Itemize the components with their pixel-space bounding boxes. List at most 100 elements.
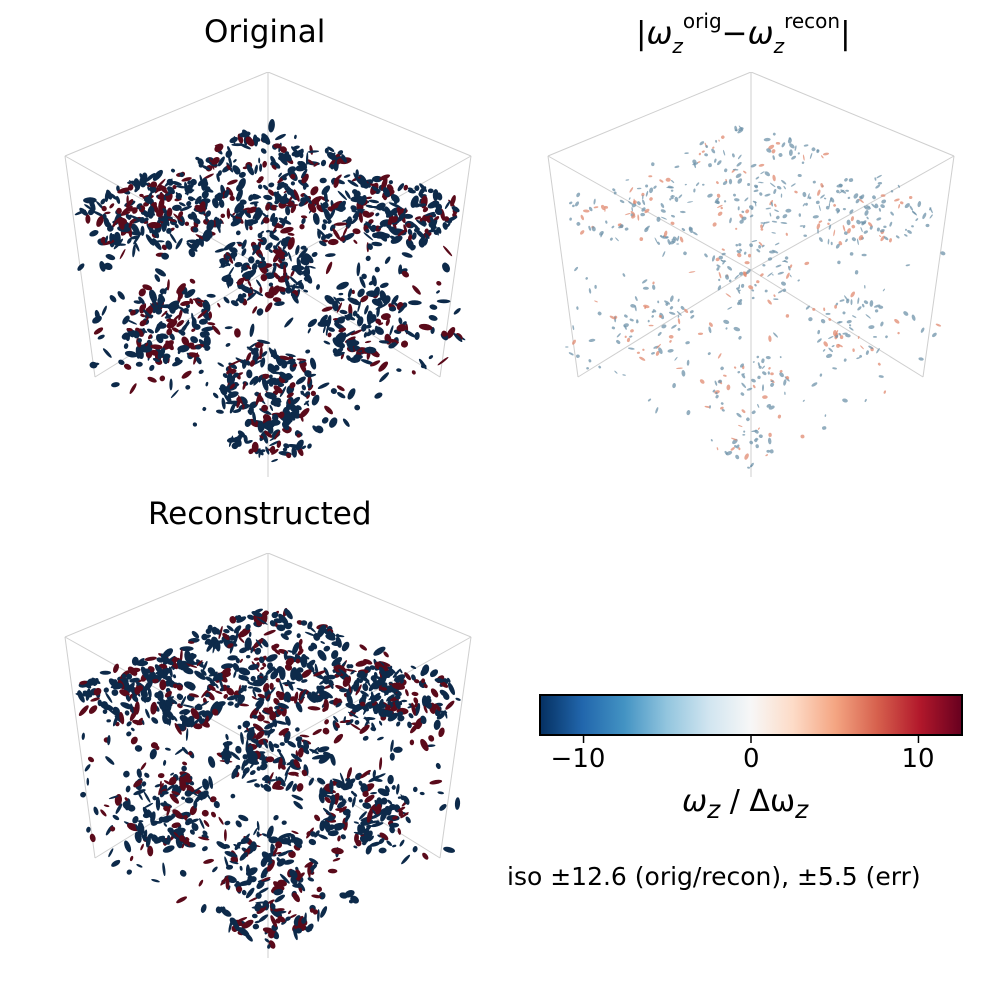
positive-isosurface-blob <box>438 727 445 738</box>
negative-isosurface-blob <box>111 679 118 690</box>
negative-isosurface-blob <box>77 263 85 271</box>
negative-isosurface-blob <box>677 315 680 318</box>
negative-isosurface-blob <box>845 189 849 192</box>
positive-isosurface-blob <box>322 727 330 735</box>
negative-isosurface-blob <box>127 687 135 692</box>
positive-isosurface-blob <box>747 253 752 258</box>
negative-isosurface-blob <box>686 359 690 366</box>
negative-isosurface-blob <box>164 747 171 751</box>
negative-isosurface-blob <box>233 670 237 678</box>
negative-isosurface-blob <box>124 840 132 853</box>
positive-isosurface-blob <box>299 734 310 738</box>
negative-isosurface-blob <box>338 332 347 344</box>
positive-isosurface-blob <box>852 348 855 352</box>
negative-isosurface-blob <box>789 143 795 149</box>
negative-isosurface-blob <box>282 242 288 251</box>
negative-isosurface-blob <box>659 234 663 238</box>
negative-isosurface-blob <box>756 248 761 253</box>
negative-isosurface-blob <box>225 733 229 741</box>
positive-isosurface-blob <box>229 195 235 201</box>
negative-isosurface-blob <box>907 229 912 234</box>
negative-isosurface-blob <box>342 418 350 427</box>
negative-isosurface-blob <box>256 831 260 838</box>
negative-isosurface-blob <box>181 796 186 800</box>
negative-isosurface-blob <box>274 894 286 903</box>
negative-isosurface-blob <box>235 357 247 366</box>
negative-isosurface-blob <box>903 311 909 316</box>
negative-isosurface-blob <box>275 776 279 783</box>
negative-isosurface-blob <box>614 370 618 374</box>
positive-isosurface-blob <box>817 189 821 196</box>
negative-isosurface-blob <box>367 318 377 324</box>
positive-isosurface-blob <box>775 141 781 145</box>
positive-isosurface-blob <box>171 327 180 333</box>
negative-isosurface-blob <box>735 243 739 247</box>
positive-isosurface-blob <box>140 843 144 851</box>
negative-isosurface-blob <box>372 769 376 778</box>
negative-isosurface-blob <box>304 750 310 755</box>
negative-isosurface-blob <box>689 310 694 314</box>
negative-isosurface-blob <box>320 641 325 644</box>
negative-isosurface-blob <box>206 293 216 298</box>
positive-isosurface-blob <box>768 367 771 370</box>
negative-isosurface-blob <box>200 904 207 913</box>
negative-isosurface-blob <box>285 353 296 358</box>
negative-isosurface-blob <box>286 679 294 691</box>
positive-isosurface-blob <box>198 836 210 841</box>
negative-isosurface-blob <box>692 162 699 166</box>
positive-isosurface-blob <box>877 362 881 366</box>
negative-isosurface-blob <box>391 785 396 789</box>
negative-isosurface-blob <box>362 837 369 844</box>
positive-isosurface-blob <box>126 327 133 332</box>
negative-isosurface-blob <box>783 379 787 386</box>
positive-isosurface-blob <box>310 390 317 397</box>
negative-isosurface-blob <box>412 786 418 793</box>
positive-isosurface-blob <box>380 687 387 691</box>
positive-isosurface-blob <box>262 683 270 692</box>
negative-isosurface-blob <box>378 847 387 854</box>
negative-isosurface-blob <box>172 674 177 679</box>
negative-isosurface-blob <box>285 916 291 921</box>
negative-isosurface-blob <box>362 683 369 692</box>
negative-isosurface-blob <box>783 185 786 190</box>
negative-isosurface-blob <box>131 694 139 703</box>
negative-isosurface-blob <box>84 764 91 772</box>
positive-isosurface-blob <box>185 663 198 668</box>
negative-isosurface-blob <box>876 217 882 221</box>
negative-isosurface-blob <box>283 443 290 449</box>
positive-isosurface-blob <box>342 675 352 687</box>
negative-isosurface-blob <box>622 273 626 277</box>
negative-isosurface-blob <box>842 332 848 335</box>
colorbar <box>538 693 968 757</box>
positive-isosurface-blob <box>723 374 727 377</box>
positive-isosurface-blob <box>218 816 224 825</box>
negative-isosurface-blob <box>585 277 588 280</box>
negative-isosurface-blob <box>152 795 158 801</box>
negative-isosurface-blob <box>260 148 267 154</box>
negative-isosurface-blob <box>307 621 313 630</box>
negative-isosurface-blob <box>170 168 176 173</box>
negative-isosurface-blob <box>295 376 306 385</box>
negative-isosurface-blob <box>627 347 635 350</box>
negative-isosurface-blob <box>372 778 383 782</box>
negative-isosurface-blob <box>270 903 276 910</box>
positive-isosurface-blob <box>721 135 725 139</box>
negative-isosurface-blob <box>256 880 265 889</box>
negative-isosurface-blob <box>628 201 633 205</box>
negative-isosurface-blob <box>224 820 231 826</box>
negative-isosurface-blob <box>149 364 155 371</box>
positive-isosurface-blob <box>659 179 664 183</box>
negative-isosurface-blob <box>184 289 196 298</box>
negative-isosurface-blob <box>134 185 140 193</box>
negative-isosurface-blob <box>289 869 298 879</box>
negative-isosurface-blob <box>845 238 848 243</box>
negative-isosurface-blob <box>184 797 194 804</box>
positive-isosurface-blob <box>720 406 724 410</box>
negative-isosurface-blob <box>367 243 373 250</box>
negative-isosurface-blob <box>437 226 442 234</box>
positive-isosurface-blob <box>278 411 285 419</box>
positive-isosurface-blob <box>842 224 846 232</box>
negative-isosurface-blob <box>679 210 686 214</box>
negative-isosurface-blob <box>300 390 305 395</box>
negative-isosurface-blob <box>269 230 274 237</box>
